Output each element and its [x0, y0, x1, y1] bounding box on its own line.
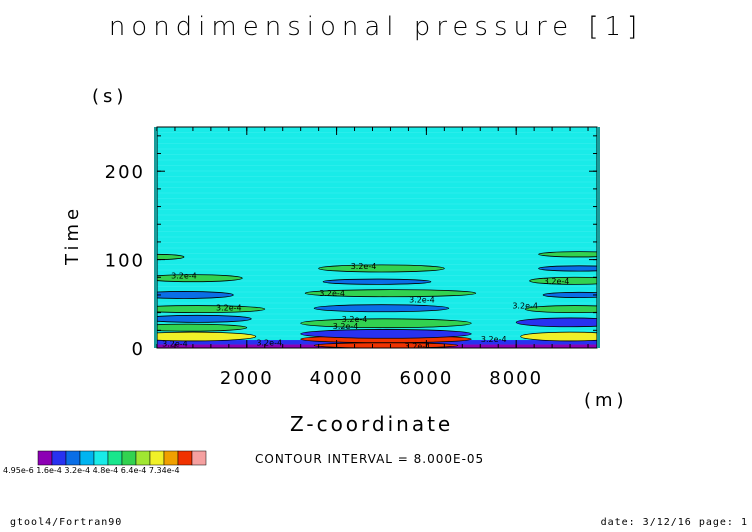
left-edge-strip [154, 127, 157, 348]
footer-right-text: date: 3/12/16 page: 1 [600, 517, 748, 528]
contour-region [300, 329, 472, 339]
contour-label: 3.2e-4 [333, 322, 359, 331]
contour-region [304, 289, 477, 298]
colorbar-swatch [177, 450, 193, 466]
contour-region [538, 251, 597, 258]
contour-label: 3.2e-4 [216, 303, 242, 312]
right-edge-strip [597, 127, 600, 348]
colorbar-swatch [93, 450, 109, 466]
chart-title: nondimensional pressure [1] [108, 12, 644, 42]
contour-interval-note: CONTOUR INTERVAL = 8.000E-05 [255, 452, 485, 466]
contour-region [538, 265, 597, 272]
contour-region [322, 278, 432, 285]
contour-region [157, 305, 266, 314]
contour-region [515, 317, 597, 328]
y-tick-label: 0 [132, 339, 145, 360]
colorbar-labels: 4.95e-6 1.6e-4 3.2e-4 4.8e-4 6.4e-4 7.34… [3, 466, 180, 475]
contour-label: 3.2e-4 [171, 272, 197, 281]
colorbar-swatch [65, 450, 81, 466]
colorbar-swatch [135, 450, 151, 466]
x-tick-label: 2000 [220, 368, 274, 389]
contour-region [157, 323, 248, 332]
x-tick-label: 6000 [399, 368, 453, 389]
x-tick-label: 8000 [489, 368, 543, 389]
contour-label: 3.2e-4 [342, 315, 368, 324]
contour-region [318, 264, 445, 273]
x-axis-unit: (m) [584, 390, 628, 411]
colorbar-swatch [121, 450, 137, 466]
contour-region [524, 305, 597, 314]
colorbar-swatch [149, 450, 165, 466]
contour-label: 3.2e-4 [544, 277, 570, 286]
colorbar-swatch [79, 450, 95, 466]
y-axis-unit: (s) [92, 86, 128, 107]
contour-region [542, 291, 597, 299]
contour-label: 3.2e-4 [481, 335, 507, 344]
contour-region [529, 276, 597, 285]
colorbar-swatch [51, 450, 67, 466]
colorbar-swatch [37, 450, 53, 466]
colorbar-swatch [191, 450, 207, 466]
x-axis-label: Z-coordinate [290, 412, 454, 436]
y-tick-label: 200 [105, 162, 145, 183]
contour-region [157, 314, 252, 323]
footer-left-text: gtool4/Fortran90 [10, 517, 123, 528]
contour-label: 3.2e-4 [319, 289, 345, 298]
contour-region [157, 253, 185, 260]
contour-region [157, 291, 234, 299]
colorbar-swatch [107, 450, 123, 466]
contour-region [157, 274, 243, 283]
contour-region [157, 331, 257, 342]
contour-label: 3.2e-4 [162, 340, 188, 349]
contour-label: 3.2e-4 [512, 302, 538, 311]
contour-label: 3.2e-4 [256, 339, 282, 348]
contour-label: 3.2e-4 [351, 262, 377, 271]
contour-region [313, 342, 459, 348]
contour-label: 3.2e-4 [405, 342, 431, 351]
y-tick-label: 100 [105, 251, 145, 272]
x-tick-label: 4000 [310, 368, 364, 389]
contour-region [520, 331, 597, 342]
contour-region [300, 318, 472, 329]
colorbar-swatch [163, 450, 179, 466]
contour-label: 3.2e-4 [409, 295, 435, 304]
contour-region [313, 304, 450, 313]
